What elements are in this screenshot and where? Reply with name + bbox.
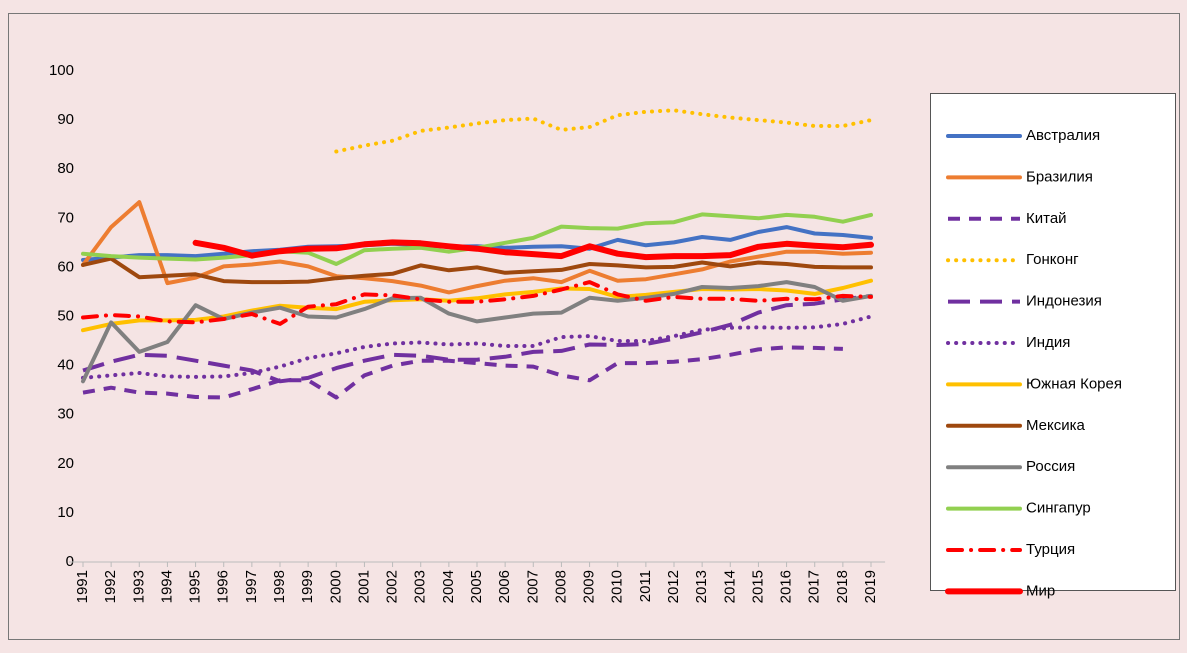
y-tick-label: 100	[49, 62, 74, 79]
legend-label: Гонконг	[1026, 251, 1079, 268]
y-tick-label: 40	[57, 357, 74, 374]
x-tick-label: 1991	[74, 570, 91, 603]
legend-label: Южная Корея	[1026, 375, 1122, 392]
legend-label: Мир	[1026, 582, 1055, 599]
x-tick-label: 2012	[665, 570, 682, 603]
x-tick-label: 2000	[327, 570, 344, 603]
x-tick-label: 2002	[384, 570, 401, 603]
y-tick-label: 0	[66, 553, 74, 570]
legend-label: Бразилия	[1026, 168, 1093, 185]
y-tick-label: 80	[57, 160, 74, 177]
x-tick-label: 2010	[609, 570, 626, 603]
x-tick-label: 2007	[524, 570, 541, 603]
x-tick-label: 1992	[102, 570, 119, 603]
x-tick-label: 2008	[552, 570, 569, 603]
x-tick-label: 1995	[187, 570, 204, 603]
x-tick-label: 1997	[243, 570, 260, 603]
x-tick-label: 1996	[215, 570, 232, 603]
y-tick-label: 10	[57, 504, 74, 521]
x-tick-label: 2015	[749, 570, 766, 603]
series-line	[82, 293, 872, 384]
series-line	[81, 314, 873, 380]
series-line	[334, 108, 873, 154]
series-line	[192, 239, 874, 261]
chart-border	[8, 13, 1180, 640]
x-tick-label: 2001	[355, 570, 372, 603]
x-tick-label: 2017	[806, 570, 823, 603]
x-tick-label: 2006	[496, 570, 513, 603]
x-tick-label: 2004	[440, 570, 457, 603]
legend-label: Турция	[1026, 541, 1075, 558]
x-tick-label: 2003	[412, 570, 429, 603]
legend-label: Россия	[1026, 458, 1075, 475]
y-tick-label: 30	[57, 406, 74, 423]
legend-label: Австралия	[1026, 127, 1100, 144]
y-tick-label: 60	[57, 258, 74, 275]
x-tick-label: 2011	[637, 570, 654, 602]
x-tick-label: 2005	[468, 570, 485, 603]
legend-label: Индонезия	[1026, 293, 1102, 310]
legend-label: Индия	[1026, 334, 1070, 351]
x-tick-label: 2016	[778, 570, 795, 603]
legend-label: Сингапур	[1026, 500, 1091, 517]
series-line	[81, 200, 873, 295]
legend-label: Китай	[1026, 210, 1067, 227]
series-line	[81, 280, 873, 326]
y-tick-label: 20	[57, 455, 74, 472]
y-tick-label: 90	[57, 111, 74, 128]
x-tick-label: 1998	[271, 570, 288, 603]
series-line	[82, 345, 843, 400]
x-tick-label: 1999	[299, 570, 316, 603]
x-tick-label: 2013	[693, 570, 710, 603]
x-tick-label: 2018	[834, 570, 851, 603]
x-tick-label: 1994	[158, 570, 175, 603]
y-tick-label: 50	[57, 307, 74, 324]
x-tick-label: 2014	[721, 570, 738, 603]
legend-label: Мексика	[1026, 417, 1086, 434]
x-tick-label: 1993	[130, 570, 147, 603]
y-tick-label: 70	[57, 209, 74, 226]
series-line	[81, 280, 873, 384]
series-line	[81, 256, 873, 285]
x-tick-label: 2019	[862, 570, 879, 603]
x-tick-label: 2009	[581, 570, 598, 603]
